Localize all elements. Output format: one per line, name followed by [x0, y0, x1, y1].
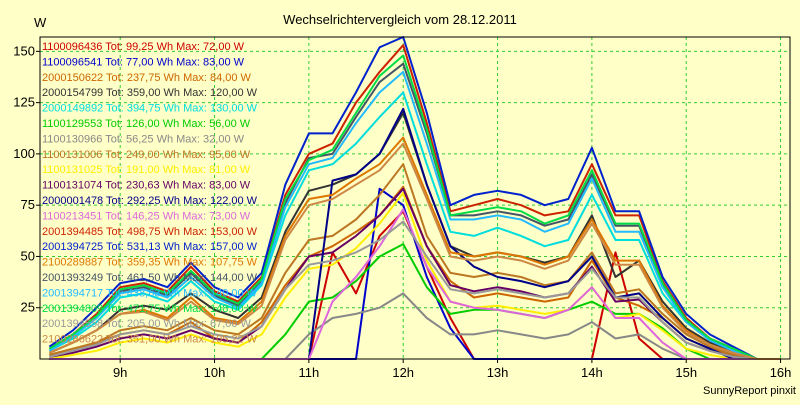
series-line [49, 191, 781, 360]
x-tick-label: 12h [392, 365, 414, 380]
legend-entry: 2000001478 Tot: 292,25 Wh Max: 122,00 W [42, 195, 258, 207]
legend-entry: 1100130966 Tot: 56,25 Wh Max: 32,00 W [42, 133, 245, 145]
x-tick-label: 14h [581, 365, 603, 380]
x-tick-label: 13h [487, 365, 509, 380]
x-tick-label: 9h [113, 365, 127, 380]
legend-entry: 2001394725 Tot: 531,13 Wh Max: 157,00 W [42, 241, 258, 253]
y-tick-label: 125 [13, 95, 35, 110]
series-line [48, 70, 781, 360]
plot-frame [39, 36, 791, 360]
chart-title: Wechselrichtervergleich vom 28.12.2011 [283, 12, 517, 27]
series-line [48, 91, 781, 360]
legend-entry: 1100131025 Tot: 191,00 Wh Max: 81,00 W [42, 164, 251, 176]
legend-entry: 1100129553 Tot: 126,00 Wh Max: 56,00 W [42, 118, 251, 130]
legend-entry: 2000149892 Tot: 394,75 Wh Max: 130,00 W [42, 103, 258, 115]
legend-entry: 1100213451 Tot: 146,25 Wh Max: 73,00 W [42, 210, 251, 222]
footer-credit: SunnyReport pinxit [703, 385, 796, 397]
legend: 1100096436 Tot: 99,25 Wh Max: 72,00 W 110… [42, 41, 258, 346]
legend-entry: 1100131074 Tot: 230,63 Wh Max: 83,00 W [42, 180, 251, 192]
legend-entry: 2001394558 Tot: 205,00 Wh Max: 67,00 W [42, 318, 252, 330]
series-line [49, 136, 781, 360]
legend-entry: 1100131006 Tot: 249,00 Wh Max: 95,00 W [42, 149, 251, 161]
series-line [49, 163, 781, 360]
legend-entry: 2001393249 Tot: 461,50 Wh Max: 144,00 W [42, 272, 258, 284]
x-tick-label: 11h [299, 365, 320, 380]
legend-entry: 2100286622 Tot: 351,00 Wh Max: 105,22 W [42, 334, 258, 346]
y-tick-label: 50 [21, 248, 35, 263]
legend-entry: 1100096541 Tot: 77,00 Wh Max: 83,00 W [42, 56, 245, 68]
x-tick-label: 15h [675, 365, 697, 380]
y-tick-label: 100 [13, 146, 35, 161]
y-axis-label: W [34, 15, 47, 30]
legend-entry: 2001394717 Tot: 438,63 Wh Max: 140,00 W [42, 287, 258, 299]
y-tick-label: 25 [21, 300, 35, 315]
legend-entry: 1100096436 Tot: 99,25 Wh Max: 72,00 W [42, 41, 245, 53]
y-tick-label: 75 [21, 197, 35, 212]
legend-entry: 2001394485 Tot: 498,75 Wh Max: 153,00 W [42, 226, 258, 238]
legend-entry: 2100289887 Tot: 359,35 Wh Max: 107,75 W [42, 257, 258, 269]
y-tick-label: 150 [13, 43, 35, 58]
x-tick-label: 10h [204, 365, 226, 380]
legend-entry: 2000154799 Tot: 359,00 Wh Max: 120,00 W [42, 87, 258, 99]
axes: 25 50 75 100 125 150 9h 10h 11h 12h 13h 14h 15h 16h [13, 36, 792, 380]
series-line [48, 36, 781, 360]
series-line [48, 54, 781, 360]
series-line [49, 142, 781, 360]
legend-entry: 2000150622 Tot: 237,75 Wh Max: 84,00 W [42, 72, 252, 84]
x-tick-label: 16h [770, 365, 792, 380]
series-line [49, 220, 781, 360]
legend-entry: 2001394809 Tot: 471,75 Wh Max: 148,00 W [42, 303, 258, 315]
series-line [48, 44, 781, 360]
series-lines [48, 36, 781, 360]
